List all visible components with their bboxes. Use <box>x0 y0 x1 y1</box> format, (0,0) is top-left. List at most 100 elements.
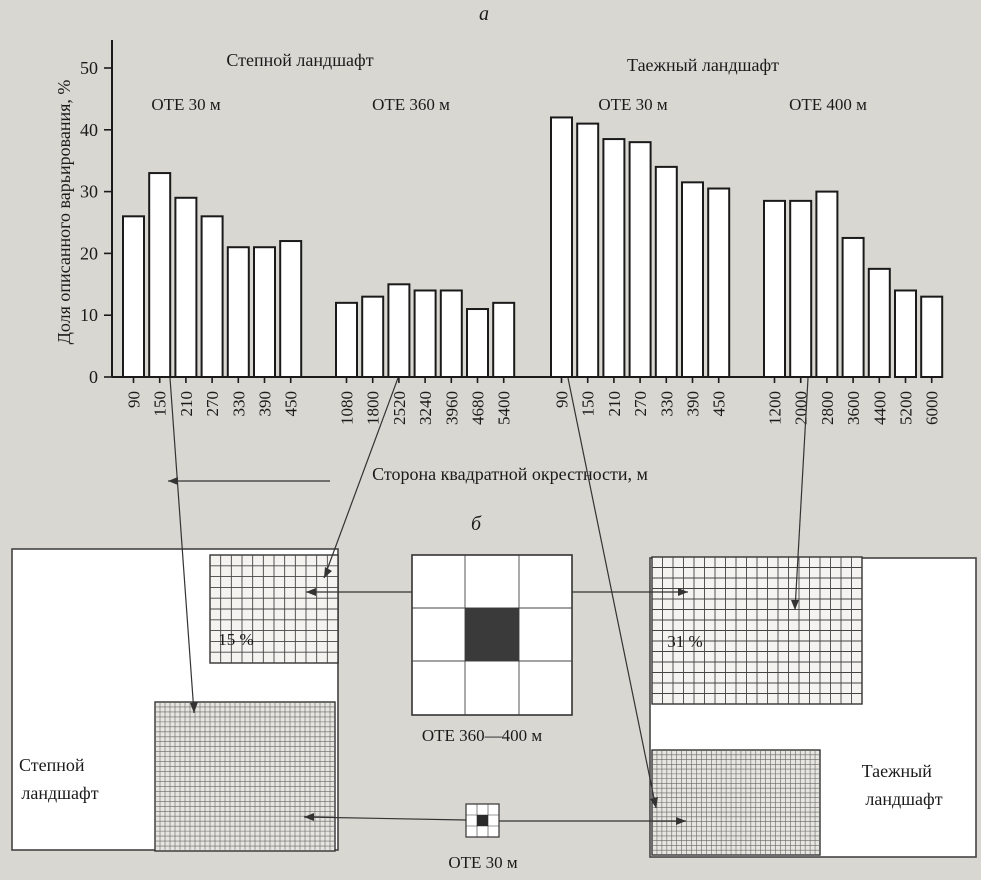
group-label-3: ОТЕ 400 м <box>789 95 867 114</box>
bar <box>361 295 385 378</box>
y-tick-label: 10 <box>80 305 98 325</box>
y-tick-label: 50 <box>80 58 98 78</box>
x-tick-label: 4680 <box>469 391 488 425</box>
x-tick-labels: 90 150 210 270 330 390 450 1080 1800 2520 3240 3960… <box>125 377 942 425</box>
y-axis-label: Доля описанного варьирования, % <box>54 80 74 345</box>
x-tick-label: 390 <box>684 391 703 417</box>
x-tick-label: 1080 <box>338 391 357 425</box>
x-axis-label: Сторона квадратной окрестности, м <box>372 464 648 484</box>
arrowhead <box>678 588 688 596</box>
taiga-landscape-line2: ландшафт <box>865 789 942 809</box>
fine-window-schematic <box>465 803 500 838</box>
bar <box>867 267 891 379</box>
bar <box>920 295 944 378</box>
arrowhead <box>791 600 799 610</box>
bar <box>841 236 865 378</box>
x-tick-label: 390 <box>256 391 275 417</box>
bar <box>602 138 626 378</box>
x-tick-label: 150 <box>151 391 170 417</box>
x-tick-label: 450 <box>282 391 301 417</box>
x-tick-label: 5200 <box>897 391 916 425</box>
y-tick-label: 40 <box>80 120 98 140</box>
x-tick-label: 90 <box>125 391 144 408</box>
x-tick-label: 1200 <box>766 391 785 425</box>
bar <box>413 289 437 379</box>
bar <box>174 196 198 378</box>
arrowhead <box>190 702 198 713</box>
bar <box>439 289 463 379</box>
arrowhead <box>168 477 178 485</box>
connector-lines <box>168 377 809 825</box>
x-tick-label: 3600 <box>844 391 863 425</box>
fine-center-cell <box>477 815 488 826</box>
y-tick-label: 30 <box>80 182 98 202</box>
steppe-landscape-line1: Степной <box>19 755 85 775</box>
steppe-coarse-grid <box>209 554 339 664</box>
y-tick-label: 20 <box>80 243 98 263</box>
bar <box>628 141 652 378</box>
taiga-fine-grid <box>651 749 821 856</box>
bars <box>122 116 944 379</box>
steppe-fine-grid <box>154 701 336 852</box>
taiga-landscape-label: Таежный ландшафт <box>862 761 943 809</box>
x-tick-label: 3960 <box>442 391 461 425</box>
arrowhead <box>304 813 314 821</box>
x-tick-label: 6000 <box>923 391 942 425</box>
x-tick-label: 270 <box>203 391 222 417</box>
bar <box>576 122 600 379</box>
bar <box>122 215 145 378</box>
x-tick-label: 210 <box>605 391 624 417</box>
x-tick-label: 2000 <box>792 391 811 425</box>
bar <box>492 301 516 378</box>
bar <box>707 187 731 378</box>
coarse-window-schematic <box>411 554 573 716</box>
bar <box>226 246 250 378</box>
group-label-0: ОТЕ 30 м <box>151 95 221 114</box>
x-tick-label: 330 <box>229 391 248 417</box>
bar <box>894 289 917 379</box>
part-b-label: б <box>471 513 482 535</box>
arrowhead <box>676 817 686 825</box>
steppe-percent-label: 15 % <box>218 630 253 649</box>
arrowhead <box>306 588 316 596</box>
bar <box>279 240 303 378</box>
bar <box>387 283 411 378</box>
x-tick-label: 1800 <box>364 391 383 425</box>
x-tick-label: 210 <box>177 391 196 417</box>
x-tick-label: 4400 <box>870 391 889 425</box>
coarse-center-cell <box>465 608 519 661</box>
arrowhead <box>650 797 658 808</box>
y-tick-label: 0 <box>89 367 98 387</box>
part-a-label: а <box>479 3 489 25</box>
arrowhead <box>324 567 332 578</box>
x-tick-label: 2520 <box>390 391 409 425</box>
fine-window-caption: ОТЕ 30 м <box>448 853 518 872</box>
x-tick-label: 270 <box>631 391 650 417</box>
bar <box>654 165 678 378</box>
x-tick-label: 3240 <box>416 391 435 425</box>
x-tick-label: 450 <box>710 391 729 417</box>
bar <box>335 301 358 378</box>
x-tick-label: 5400 <box>495 391 514 425</box>
bar <box>253 246 276 378</box>
x-tick-label: 330 <box>657 391 676 417</box>
x-tick-label: 2800 <box>818 391 837 425</box>
coarse-window-caption: ОТЕ 360—400 м <box>422 726 543 745</box>
x-tick-label: 150 <box>579 391 598 417</box>
bar <box>789 199 813 378</box>
taiga-percent-label: 31 % <box>667 632 702 651</box>
bar <box>148 172 172 378</box>
group-label-1: ОТЕ 360 м <box>372 95 450 114</box>
bar <box>550 116 573 378</box>
bar <box>466 308 489 378</box>
landscape-label-steppe: Степной ландшафт <box>226 50 373 70</box>
bar <box>200 215 224 378</box>
steppe-landscape-line2: ландшафт <box>21 783 98 803</box>
group-label-2: ОТЕ 30 м <box>598 95 668 114</box>
landscape-label-taiga: Таежный ландшафт <box>627 55 779 75</box>
taiga-coarse-grid <box>651 556 863 705</box>
bar <box>815 190 839 378</box>
bar <box>763 199 786 378</box>
y-ticks: 0 10 20 30 40 50 <box>80 58 112 387</box>
